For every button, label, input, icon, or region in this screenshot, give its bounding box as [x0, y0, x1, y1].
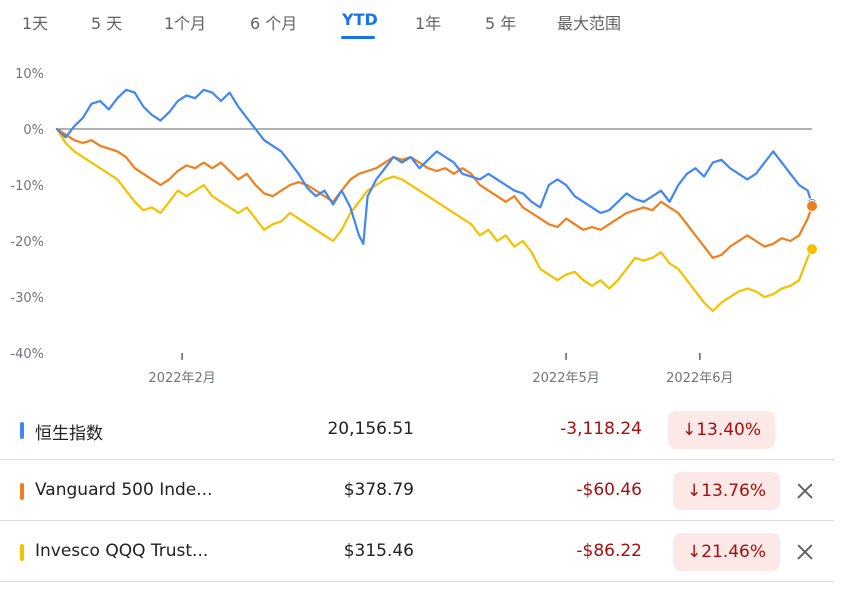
series-endpoints [806, 198, 818, 256]
series-lines [55, 88, 814, 313]
holding-name: 恒生指数 [35, 424, 103, 444]
holding-change: -3,118.24 [560, 419, 642, 439]
series-color-swatch [20, 544, 24, 561]
y-tick-label: -10% [10, 179, 44, 194]
tab-1y[interactable]: 1年 [415, 14, 442, 33]
x-tick-label: 2022年5月 [532, 371, 599, 386]
active-tab-indicator [341, 36, 375, 39]
holding-price: 20,156.51 [327, 419, 414, 439]
y-tick-label: -40% [10, 347, 44, 362]
series-endpoint-dot [806, 243, 818, 256]
tab-5y[interactable]: 5 年 [485, 14, 517, 33]
y-tick-label: 10% [15, 67, 44, 82]
y-axis-ticks: 10% 0% -10% -20% -30% -40% [10, 67, 44, 362]
holding-name: Vanguard 500 Inde... [35, 480, 213, 500]
tab-1m[interactable]: 1个月 [164, 14, 207, 33]
series-line [55, 88, 814, 245]
tab-max[interactable]: 最大范围 [557, 14, 622, 33]
tab-ytd[interactable]: YTD [342, 10, 378, 29]
remove-comparison-button[interactable] [793, 540, 817, 564]
holding-percent-badge: ↓13.76% [673, 472, 780, 510]
holding-row-qqq[interactable]: Invesco QQQ Trust... $315.46 -$86.22 ↓21… [0, 522, 834, 582]
x-tick-label: 2022年2月 [148, 371, 215, 386]
holding-name: Invesco QQQ Trust... [35, 541, 209, 561]
holding-percent-badge: ↓21.46% [673, 533, 780, 571]
performance-chart[interactable]: 10%0%-10%-20%-30%-40% 2022年2月 2022年5月 2022… [0, 50, 852, 400]
series-line [55, 127, 814, 259]
y-tick-label: -20% [10, 235, 44, 250]
tab-1d[interactable]: 1天 [22, 14, 49, 33]
x-tick-label: 2022年6月 [666, 371, 733, 386]
remove-comparison-button[interactable] [793, 479, 817, 503]
y-tick-label: 0% [23, 123, 44, 138]
time-range-tabs: 1天 5 天 1个月 6 个月 YTD 1年 5 年 最大范围 [0, 0, 852, 44]
x-axis-ticks: 2022年2月 2022年5月 2022年6月 [148, 353, 734, 386]
holding-price: $315.46 [343, 541, 414, 561]
series-color-swatch [20, 483, 24, 500]
holding-change: -$86.22 [576, 541, 642, 561]
holding-change: -$60.46 [576, 480, 642, 500]
holding-price: $378.79 [343, 480, 414, 500]
holding-percent-badge: ↓13.40% [668, 411, 775, 449]
tab-6m[interactable]: 6 个月 [250, 14, 298, 33]
holding-row-hsi[interactable]: 恒生指数 20,156.51 -3,118.24 ↓13.40% [0, 400, 834, 460]
tab-5d[interactable]: 5 天 [91, 14, 123, 33]
series-color-swatch [20, 422, 24, 439]
series-endpoint-dot [806, 200, 818, 213]
y-tick-label: -30% [10, 291, 44, 306]
series-line [55, 127, 814, 313]
holding-row-voo[interactable]: Vanguard 500 Inde... $378.79 -$60.46 ↓13… [0, 461, 834, 521]
